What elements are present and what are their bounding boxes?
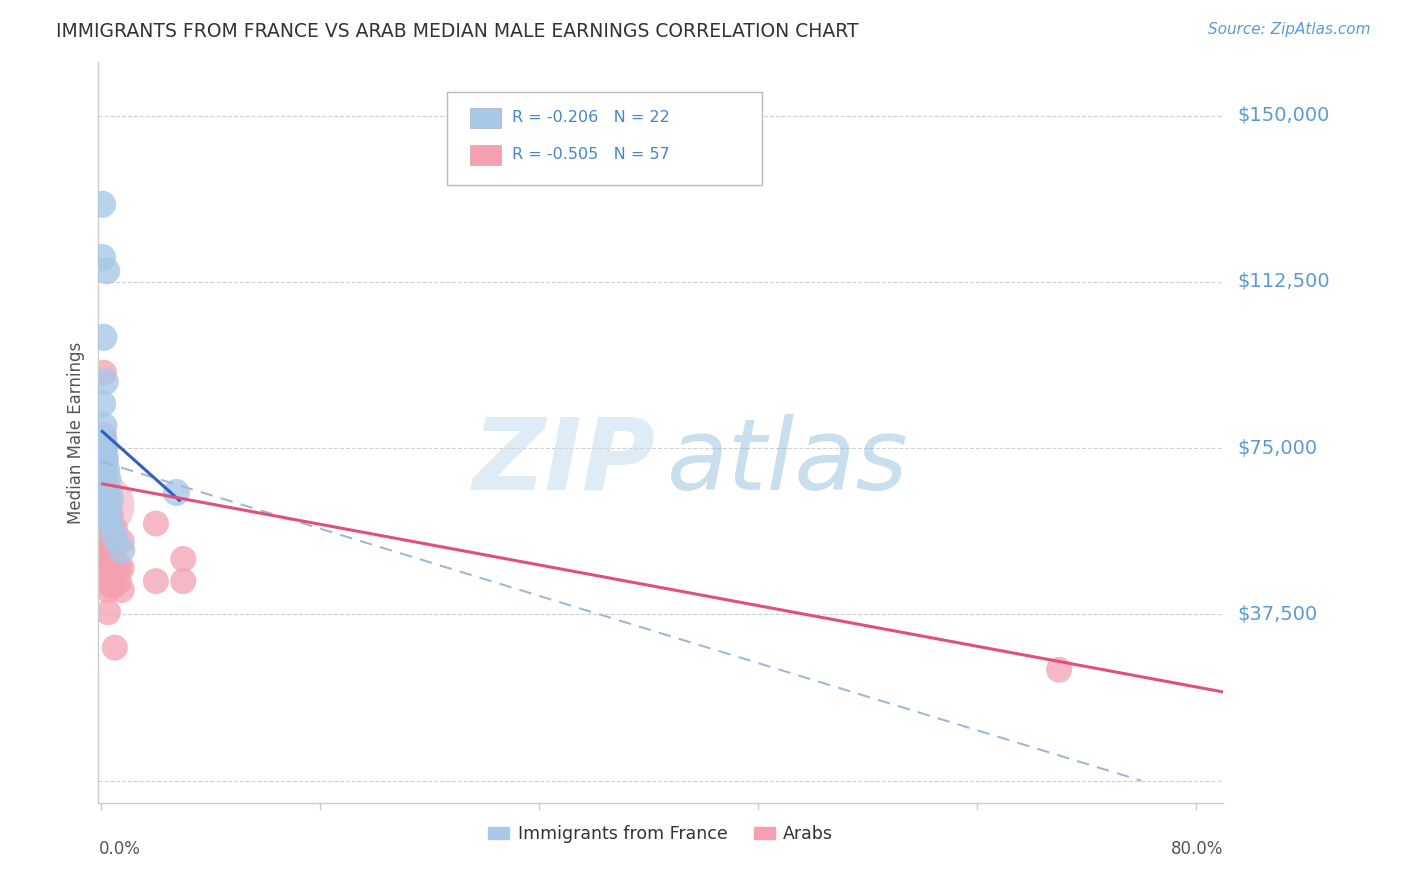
Point [172, 574, 194, 588]
Point [97, 508, 120, 522]
Point [93, 427, 115, 442]
Point [97, 605, 120, 619]
Point [100, 578, 122, 592]
Text: R = -0.206   N = 22: R = -0.206 N = 22 [512, 111, 671, 126]
Point [98, 485, 121, 500]
Point [104, 552, 127, 566]
Point [94, 508, 117, 522]
Text: 80.0%: 80.0% [1171, 840, 1223, 858]
Point [94, 508, 117, 522]
Point [101, 570, 124, 584]
Point [93, 330, 115, 344]
Point [111, 543, 134, 558]
Point [94, 552, 117, 566]
Point [100, 508, 122, 522]
Point [91, 534, 114, 549]
Text: R = -0.505   N = 57: R = -0.505 N = 57 [512, 147, 671, 162]
Point [97, 472, 120, 486]
Point [172, 552, 194, 566]
FancyBboxPatch shape [447, 92, 762, 185]
Point [93, 366, 115, 380]
Point [98, 530, 121, 544]
Point [97, 582, 120, 597]
Point [96, 463, 118, 477]
Text: IMMIGRANTS FROM FRANCE VS ARAB MEDIAN MALE EARNINGS CORRELATION CHART: IMMIGRANTS FROM FRANCE VS ARAB MEDIAN MA… [56, 22, 859, 41]
Point [91, 508, 114, 522]
Point [93, 463, 115, 477]
Point [100, 494, 122, 508]
Point [100, 516, 122, 531]
Point [98, 570, 121, 584]
Point [111, 561, 134, 575]
Point [94, 454, 117, 468]
Point [94, 472, 117, 486]
Bar [470, 108, 501, 128]
Point [165, 485, 187, 500]
Legend: Immigrants from France, Arabs: Immigrants from France, Arabs [481, 818, 841, 850]
Point [93, 432, 115, 446]
Point [96, 264, 118, 278]
Point [94, 521, 117, 535]
Point [93, 450, 115, 464]
Point [111, 582, 134, 597]
Point [98, 516, 121, 531]
Point [104, 640, 127, 655]
Point [94, 441, 117, 455]
Point [104, 521, 127, 535]
Point [97, 499, 120, 513]
Point [108, 561, 131, 575]
Point [93, 499, 115, 513]
Text: 0.0%: 0.0% [98, 840, 141, 858]
Text: Source: ZipAtlas.com: Source: ZipAtlas.com [1208, 22, 1371, 37]
Point [90, 499, 112, 513]
Point [97, 561, 120, 575]
Point [97, 539, 120, 553]
Point [100, 552, 122, 566]
Point [108, 574, 131, 588]
Text: $37,500: $37,500 [1237, 605, 1317, 624]
Point [91, 197, 114, 211]
Point [104, 578, 127, 592]
Text: $112,500: $112,500 [1237, 272, 1330, 292]
Point [93, 419, 115, 434]
Text: ZIP: ZIP [472, 414, 655, 511]
Point [93, 490, 115, 504]
Point [104, 530, 127, 544]
Point [96, 485, 118, 500]
Point [93, 441, 115, 455]
Point [94, 450, 117, 464]
Y-axis label: Median Male Earnings: Median Male Earnings [66, 342, 84, 524]
Text: atlas: atlas [666, 414, 908, 511]
Point [93, 508, 115, 522]
Point [96, 508, 118, 522]
Point [93, 476, 115, 491]
Point [145, 516, 167, 531]
Point [91, 485, 114, 500]
Point [91, 516, 114, 531]
Point [111, 534, 134, 549]
Point [91, 472, 114, 486]
Point [94, 485, 117, 500]
Point [145, 574, 167, 588]
Point [100, 530, 122, 544]
Point [97, 516, 120, 531]
Text: $75,000: $75,000 [1237, 439, 1317, 458]
Point [91, 251, 114, 265]
Point [1047, 663, 1070, 677]
Point [101, 530, 124, 544]
Point [94, 539, 117, 553]
Point [101, 552, 124, 566]
Point [96, 530, 118, 544]
Point [93, 441, 115, 455]
Point [91, 397, 114, 411]
Point [96, 552, 118, 566]
Point [98, 552, 121, 566]
Text: $150,000: $150,000 [1237, 106, 1330, 125]
Point [91, 494, 114, 508]
Point [94, 375, 117, 389]
Point [91, 525, 114, 540]
Bar [470, 145, 501, 165]
